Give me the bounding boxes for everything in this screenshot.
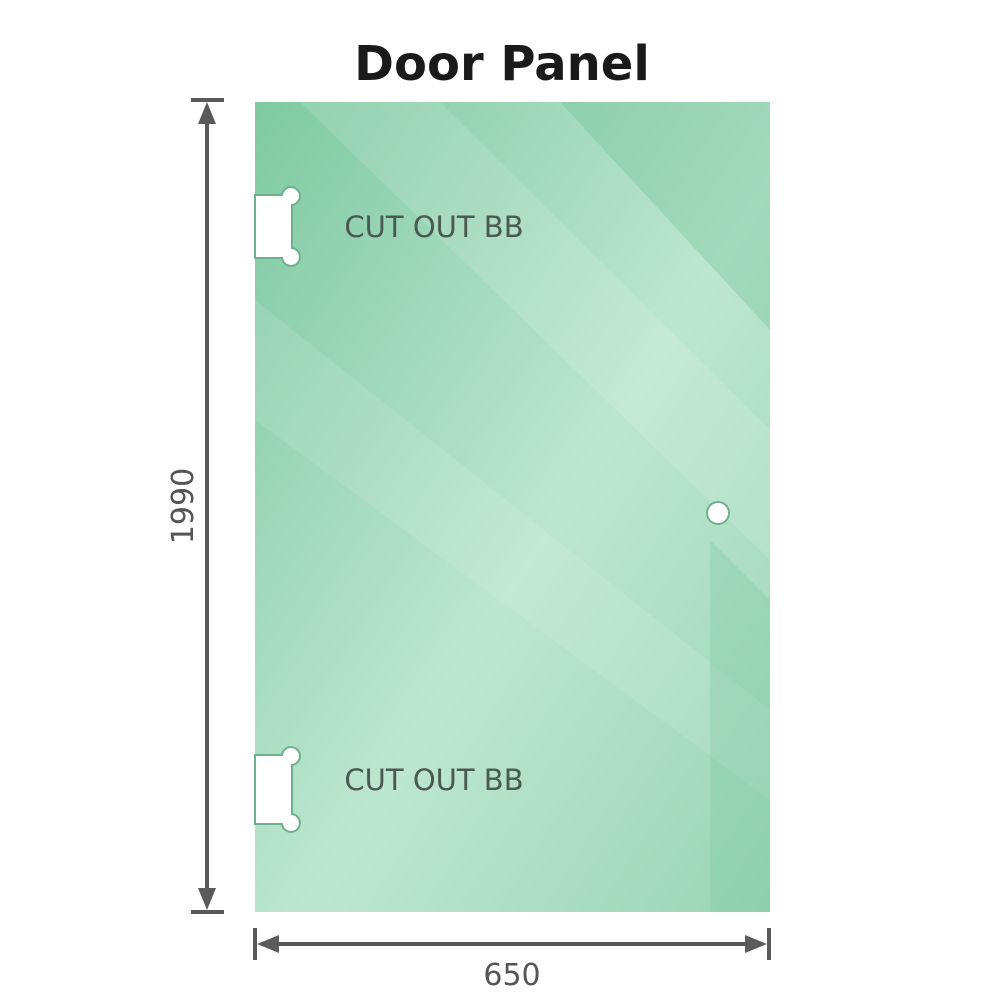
- width-dimension-line: [253, 928, 771, 960]
- cutout-bottom: [254, 746, 301, 833]
- cutout-bottom-label: CUT OUT BB: [344, 763, 523, 797]
- diagram-title: Door Panel: [354, 36, 650, 92]
- cutout-top: [254, 186, 301, 267]
- glass-panel: [255, 102, 770, 912]
- width-dimension: 650: [483, 958, 540, 993]
- height-dimension-line: [191, 98, 224, 914]
- height-dimension: 1990: [166, 468, 201, 544]
- handle-hole: [706, 501, 730, 525]
- cutout-top-label: CUT OUT BB: [344, 210, 523, 244]
